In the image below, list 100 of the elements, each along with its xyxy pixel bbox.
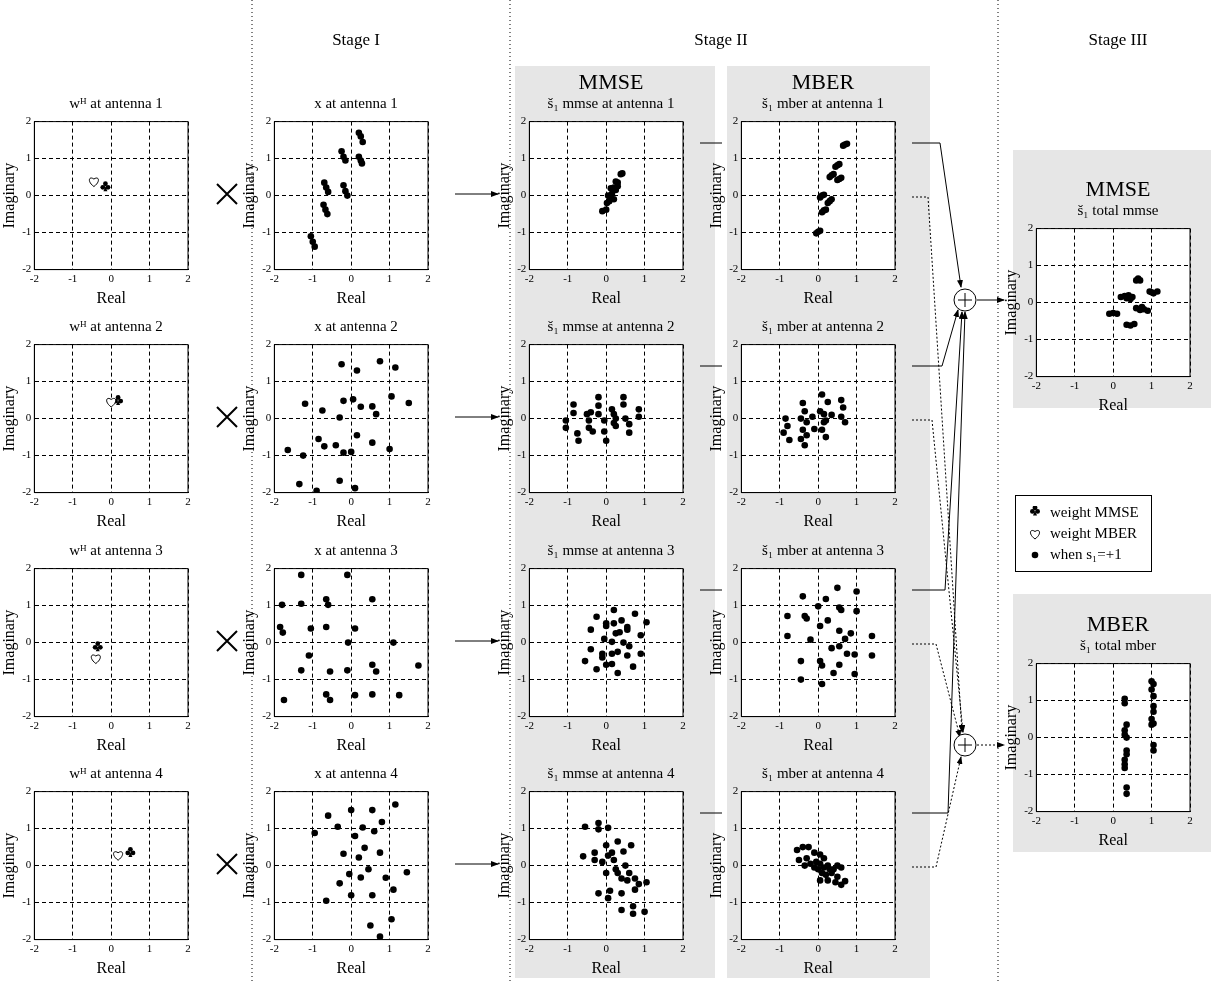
- x-tick-label: 1: [641, 942, 648, 955]
- y-tick-label: 0: [25, 188, 32, 201]
- chart-title: š₁ mmse at antenna 4: [546, 764, 676, 782]
- y-tick-label: 2: [25, 561, 32, 574]
- y-tick-label: 2: [520, 114, 527, 127]
- y-tick-label: 1: [25, 151, 32, 164]
- y-axis-title: Imaginary: [494, 385, 513, 452]
- x-axis-title: Real: [96, 288, 127, 306]
- y-tick-label: -2: [262, 932, 272, 945]
- x-tick-label: 0: [108, 719, 115, 732]
- y-tick-label: -2: [1024, 369, 1034, 382]
- x-axis-title: Real: [336, 958, 367, 976]
- x-tick-label: 2: [425, 942, 431, 955]
- chart-title: MMSE: [1084, 176, 1152, 202]
- y-tick-label: 0: [520, 411, 527, 424]
- y-axis-title: Imaginary: [706, 162, 725, 229]
- y-tick-label: 2: [732, 337, 739, 350]
- x-tick-label: 0: [815, 272, 822, 285]
- chart-title: wᴴ at antenna 1: [68, 94, 164, 112]
- y-tick-label: 2: [520, 784, 527, 797]
- x-tick-label: 1: [1148, 814, 1155, 827]
- x-tick-label: 1: [641, 272, 648, 285]
- y-tick-label: -1: [517, 895, 527, 908]
- y-tick-label: 1: [1027, 258, 1034, 271]
- chart-subtitle: š₁ mmse at antenna 1: [546, 94, 676, 112]
- x-axis-title: Real: [1098, 830, 1129, 848]
- y-tick-label: 1: [265, 151, 272, 164]
- x-tick-label: 0: [815, 719, 822, 732]
- text: Stage III: [1087, 30, 1149, 50]
- x-tick-label: 2: [1187, 814, 1193, 827]
- y-tick-label: -2: [22, 262, 32, 275]
- y-tick-label: 0: [265, 858, 272, 871]
- x-tick-label: -1: [775, 942, 785, 955]
- y-axis-title: Imaginary: [1001, 269, 1020, 336]
- y-tick-label: 0: [265, 188, 272, 201]
- y-tick-label: 0: [520, 635, 527, 648]
- y-tick-label: 0: [25, 858, 32, 871]
- x-tick-label: -1: [68, 495, 78, 508]
- x-tick-label: 0: [108, 495, 115, 508]
- y-tick-label: 2: [265, 784, 272, 797]
- y-tick-label: -1: [517, 225, 527, 238]
- y-tick-label: -1: [729, 672, 739, 685]
- chart-title: x at antenna 4: [313, 764, 399, 782]
- chart-title: š₁ mber at antenna 2: [761, 317, 885, 335]
- x-axis-title: Real: [803, 958, 834, 976]
- x-tick-label: 1: [386, 719, 393, 732]
- y-tick-label: 1: [520, 151, 527, 164]
- x-axis-title: Real: [336, 735, 367, 753]
- y-tick-label: 2: [265, 561, 272, 574]
- x-tick-label: -1: [308, 942, 318, 955]
- x-tick-label: 1: [853, 942, 860, 955]
- x-tick-label: 2: [425, 495, 431, 508]
- x-tick-label: 2: [185, 942, 191, 955]
- x-tick-label: -1: [68, 942, 78, 955]
- x-tick-label: 1: [146, 719, 153, 732]
- x-axis-title: Real: [96, 958, 127, 976]
- y-tick-label: 0: [265, 635, 272, 648]
- y-tick-label: -2: [22, 709, 32, 722]
- x-tick-label: 1: [386, 495, 393, 508]
- x-tick-label: 2: [680, 495, 686, 508]
- x-tick-label: -1: [563, 942, 573, 955]
- chart-title: š₁ mmse at antenna 3: [546, 541, 676, 559]
- y-axis-title: Imaginary: [0, 832, 18, 899]
- y-axis-title: Imaginary: [706, 832, 725, 899]
- x-tick-label: 0: [1110, 379, 1117, 392]
- x-tick-label: 0: [1110, 814, 1117, 827]
- y-tick-label: 2: [265, 114, 272, 127]
- y-axis-title: Imaginary: [706, 385, 725, 452]
- y-axis-title: Imaginary: [239, 609, 258, 676]
- x-tick-label: 0: [348, 719, 355, 732]
- y-tick-label: 0: [265, 411, 272, 424]
- y-tick-label: 1: [1027, 693, 1034, 706]
- y-tick-label: -1: [1024, 332, 1034, 345]
- chart-title: wᴴ at antenna 2: [68, 317, 164, 335]
- x-tick-label: -1: [308, 719, 318, 732]
- x-tick-label: 2: [892, 942, 898, 955]
- y-tick-label: -1: [517, 672, 527, 685]
- y-axis-title: Imaginary: [494, 832, 513, 899]
- x-axis-title: Real: [96, 735, 127, 753]
- y-tick-label: -2: [517, 709, 527, 722]
- y-tick-label: 1: [732, 598, 739, 611]
- y-axis-title: Imaginary: [494, 609, 513, 676]
- y-tick-label: -2: [22, 485, 32, 498]
- y-tick-label: 2: [520, 561, 527, 574]
- x-tick-label: 1: [853, 495, 860, 508]
- x-tick-label: 0: [348, 942, 355, 955]
- x-tick-label: -1: [308, 495, 318, 508]
- legend-label: weight MBER: [1050, 525, 1138, 542]
- x-axis-title: Real: [591, 735, 622, 753]
- y-tick-label: -1: [262, 672, 272, 685]
- x-tick-label: -1: [775, 272, 785, 285]
- x-tick-label: -1: [775, 495, 785, 508]
- x-axis-title: Real: [803, 735, 834, 753]
- x-tick-label: 1: [641, 495, 648, 508]
- y-tick-label: -2: [729, 262, 739, 275]
- x-tick-label: -1: [68, 272, 78, 285]
- y-tick-label: -1: [22, 895, 32, 908]
- x-tick-label: 1: [146, 272, 153, 285]
- y-tick-label: 0: [1027, 295, 1034, 308]
- x-tick-label: 2: [680, 719, 686, 732]
